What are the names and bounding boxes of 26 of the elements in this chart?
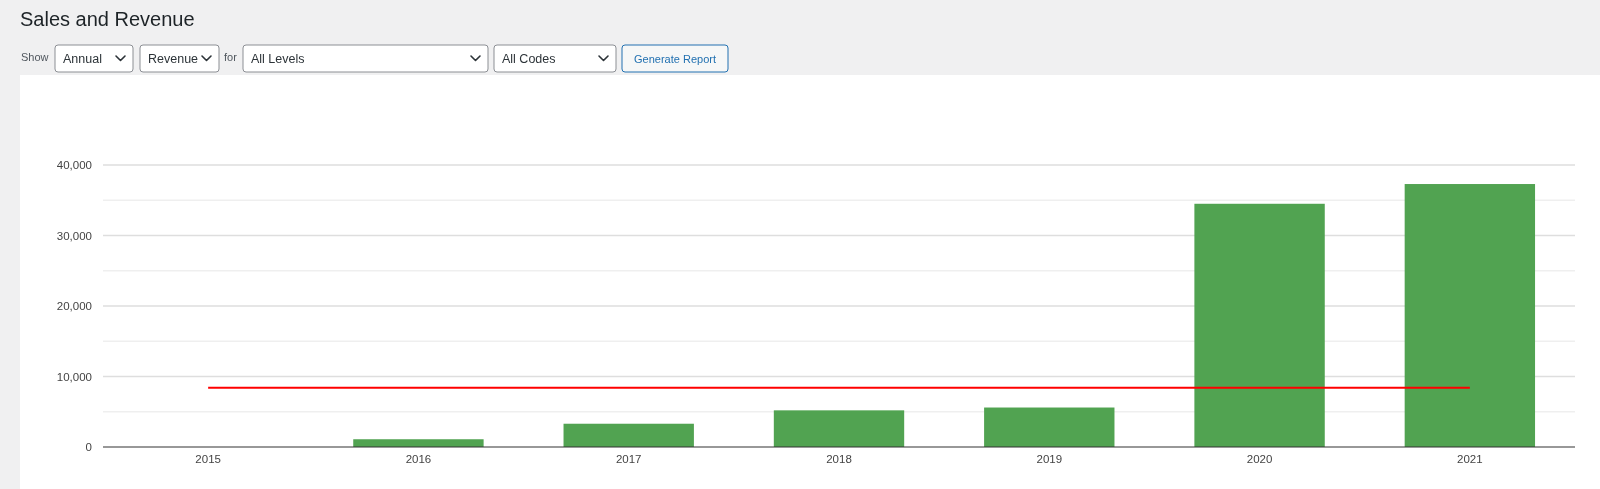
text: for: [224, 51, 238, 63]
text: All Codes: [502, 52, 556, 66]
y-tick-label: 20,000: [56, 300, 92, 313]
x-tick-label: 2021: [1457, 453, 1483, 465]
x-tick-label: 2020: [1246, 453, 1273, 465]
text: Show: [21, 51, 49, 63]
y-tick-label: 30,000: [56, 229, 92, 242]
y-tick-label: 40,000: [56, 159, 92, 172]
x-tick-label: 2016: [405, 453, 432, 465]
bar: [984, 407, 1115, 447]
x-tick-label: 2018: [826, 453, 852, 465]
x-tick-label: 2017: [615, 453, 642, 465]
x-tick-label: 2015: [195, 453, 221, 465]
y-tick-label: 0: [85, 441, 92, 454]
bar: [1404, 184, 1536, 447]
text: Generate Report: [634, 52, 716, 65]
text: Annual: [63, 52, 102, 66]
bar: [563, 423, 694, 447]
text: All Levels: [251, 52, 305, 66]
text: Revenue: [148, 52, 199, 66]
x-tick-label: 2019: [1036, 453, 1063, 465]
y-tick-label: 10,000: [56, 370, 92, 383]
bar: [353, 439, 484, 447]
bar: [773, 410, 905, 447]
chart-title: Sales and Revenue: [20, 8, 195, 30]
bar: [1194, 203, 1325, 447]
